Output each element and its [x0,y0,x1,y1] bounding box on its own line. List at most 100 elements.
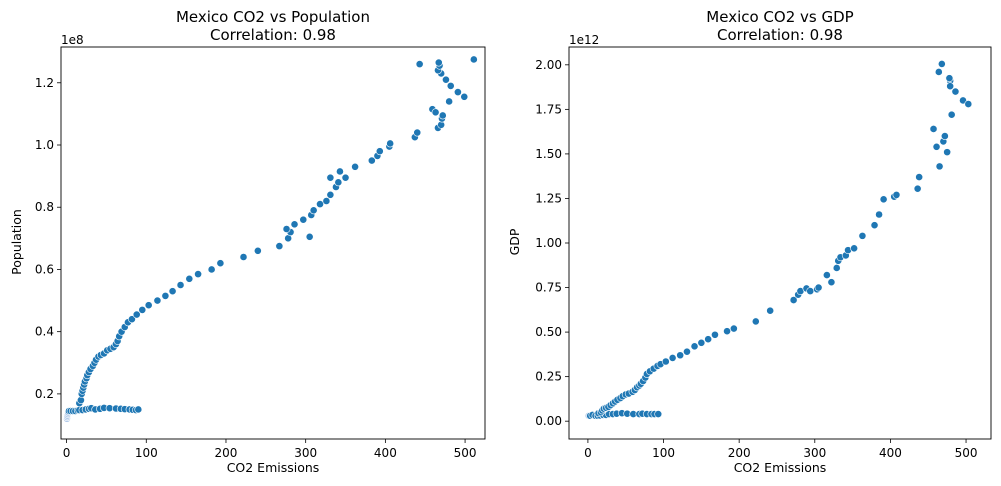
x-tick-label: 400 [879,446,902,460]
scatter-point [438,111,447,120]
scatter-point [299,215,308,224]
scatter-point [690,342,699,351]
scatter-point [326,173,335,182]
x-tick-label: 0 [63,446,71,460]
y-tick-label: 1.50 [535,147,562,161]
scatter-point [951,87,960,96]
scatter-point [275,242,284,251]
x-tick-label: 100 [135,446,158,460]
scatter-point [239,253,248,261]
scatter-point [858,231,867,240]
scatter-point [940,132,949,140]
y-tick-label: 0.8 [35,200,54,214]
y-tick-label: 1.25 [535,191,562,205]
scatter-point [290,220,299,229]
scatter-point [134,405,143,414]
scatter-point [814,283,823,292]
scatter-point [683,347,691,356]
scatter-point [822,271,831,279]
scatter-point [827,278,836,287]
chart-title: Mexico CO2 vs GDP [706,8,853,26]
scatter-point [309,206,318,215]
scatter-point [947,110,956,119]
scatter-point [253,246,262,255]
scatter-point [341,173,350,182]
scatter-point [144,301,153,310]
scatter-point [367,156,376,165]
x-tick-label: 500 [955,446,978,460]
x-tick-label: 0 [584,446,592,460]
scatter-point [351,162,359,171]
chart-subtitle: Correlation: 0.98 [210,26,336,44]
x-tick-label: 100 [652,446,675,460]
plot-area [60,46,486,440]
y-tick-label: 0.4 [35,325,54,339]
scatter-point [194,270,202,279]
y-axis-offset-label: 1e8 [61,33,84,47]
chart-subtitle: Correlation: 0.98 [717,26,843,44]
x-tick-label: 200 [728,446,751,460]
scatter-point [806,287,815,296]
scatter-point [932,142,941,151]
scatter-point [946,82,955,91]
scatter-point [138,305,147,314]
scatter-point [460,92,469,101]
y-tick-label: 0.00 [535,414,562,428]
plot-area [568,46,992,440]
scatter-point [935,162,944,171]
scatter-point [161,291,170,300]
scatter-point [185,274,194,283]
scatter-point [875,210,883,219]
x-tick-label: 400 [374,446,397,460]
scatter-point [322,197,331,205]
y-tick-label: 0.75 [535,281,562,295]
scatter-point [153,296,162,305]
scatter-point [316,200,324,209]
scatter-point [282,225,291,233]
scatter-point [445,97,454,106]
scatter-point [751,317,760,326]
scatter-point [216,259,225,268]
scatter-point [661,357,670,366]
y-axis-label: Population [9,209,24,275]
scatter-point [723,327,731,336]
y-tick-label: 0.25 [535,370,562,384]
scatter-point [336,167,344,176]
scatter-point [128,315,136,324]
chart-title: Mexico CO2 vs Population [176,8,370,26]
scatter-point [668,354,677,362]
y-tick-label: 0.2 [35,387,54,401]
y-tick-label: 1.00 [535,236,562,250]
y-tick-label: 1.2 [35,76,54,90]
scatter-point [711,330,719,339]
scatter-point [326,190,335,199]
scatter-point [915,173,924,181]
x-tick-label: 500 [454,446,477,460]
x-tick-label: 200 [215,446,238,460]
scatter-point [850,244,859,253]
scatter-point [913,184,922,193]
y-axis-label: GDP [507,228,522,255]
scatter-point [168,287,177,296]
scatter-point [446,81,455,90]
x-axis-label: CO2 Emissions [734,460,827,475]
scatter-point [334,178,343,187]
scatter-point [937,60,946,68]
scatter-point [879,195,888,204]
scatter-point [386,139,395,148]
x-tick-label: 300 [294,446,317,460]
scatter-point [132,310,141,319]
scatter-point [305,232,314,241]
scatter-point [676,351,685,360]
scatter-point [945,74,954,83]
scatter-point [375,147,384,156]
scatter-point [207,265,216,274]
y-tick-label: 0.6 [35,262,54,276]
scatter-point [413,128,422,137]
y-tick-label: 1.0 [35,138,54,152]
x-axis-label: CO2 Emissions [227,460,320,475]
scatter-point [454,88,462,97]
scatter-point [964,100,973,108]
chart-panel-gdp: Mexico CO2 vs GDP Correlation: 0.98 1e12… [507,8,992,475]
scatter-point [929,125,938,133]
